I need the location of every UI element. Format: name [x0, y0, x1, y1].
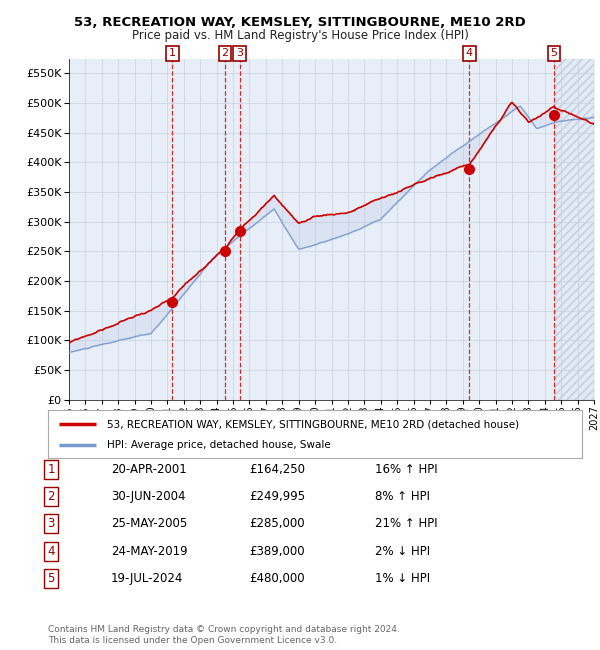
- Text: 2: 2: [47, 490, 55, 503]
- Text: 1% ↓ HPI: 1% ↓ HPI: [375, 572, 430, 585]
- Text: £389,000: £389,000: [249, 545, 305, 558]
- Text: £480,000: £480,000: [249, 572, 305, 585]
- Text: Price paid vs. HM Land Registry's House Price Index (HPI): Price paid vs. HM Land Registry's House …: [131, 29, 469, 42]
- Text: £285,000: £285,000: [249, 517, 305, 530]
- Text: 1: 1: [47, 463, 55, 476]
- Text: 5: 5: [47, 572, 55, 585]
- Text: 25-MAY-2005: 25-MAY-2005: [111, 517, 187, 530]
- Text: 2: 2: [221, 49, 229, 58]
- Text: 5: 5: [550, 49, 557, 58]
- Text: 2% ↓ HPI: 2% ↓ HPI: [375, 545, 430, 558]
- Text: 3: 3: [236, 49, 243, 58]
- Text: 4: 4: [466, 49, 473, 58]
- Text: 16% ↑ HPI: 16% ↑ HPI: [375, 463, 437, 476]
- Text: 19-JUL-2024: 19-JUL-2024: [111, 572, 184, 585]
- Text: 3: 3: [47, 517, 55, 530]
- Text: 4: 4: [47, 545, 55, 558]
- Text: 24-MAY-2019: 24-MAY-2019: [111, 545, 188, 558]
- Text: 20-APR-2001: 20-APR-2001: [111, 463, 187, 476]
- Text: £249,995: £249,995: [249, 490, 305, 503]
- Text: 53, RECREATION WAY, KEMSLEY, SITTINGBOURNE, ME10 2RD (detached house): 53, RECREATION WAY, KEMSLEY, SITTINGBOUR…: [107, 419, 519, 429]
- Text: 1: 1: [169, 49, 176, 58]
- Text: £164,250: £164,250: [249, 463, 305, 476]
- Text: Contains HM Land Registry data © Crown copyright and database right 2024.
This d: Contains HM Land Registry data © Crown c…: [48, 625, 400, 645]
- Text: 30-JUN-2004: 30-JUN-2004: [111, 490, 185, 503]
- Text: 53, RECREATION WAY, KEMSLEY, SITTINGBOURNE, ME10 2RD: 53, RECREATION WAY, KEMSLEY, SITTINGBOUR…: [74, 16, 526, 29]
- Text: 21% ↑ HPI: 21% ↑ HPI: [375, 517, 437, 530]
- Text: HPI: Average price, detached house, Swale: HPI: Average price, detached house, Swal…: [107, 439, 331, 450]
- Text: 8% ↑ HPI: 8% ↑ HPI: [375, 490, 430, 503]
